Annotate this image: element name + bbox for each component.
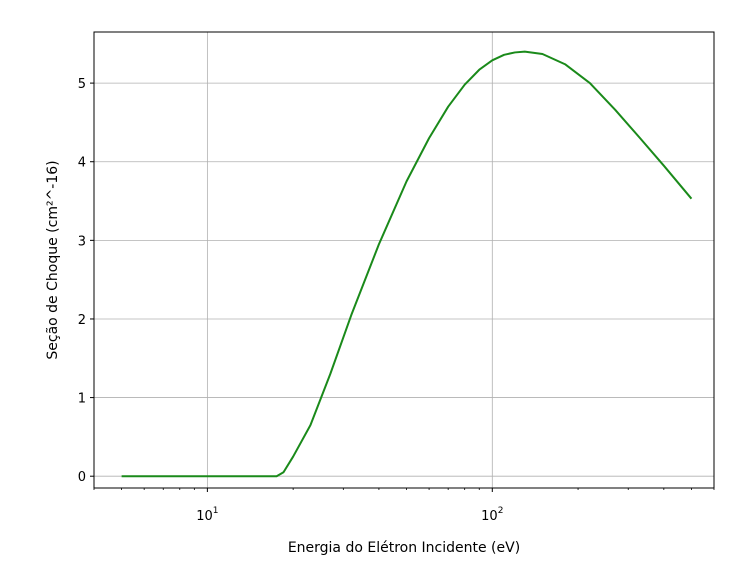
grid-lines [94, 32, 714, 488]
y-tick-label: 4 [78, 156, 86, 171]
series-line [121, 50, 693, 478]
y-axis-label: Seção de Choque (cm²^-16) [45, 160, 61, 359]
x-tick-label: 102 [481, 506, 503, 524]
plot-frame [93, 31, 715, 489]
x-axis-label: Energia do Elétron Incidente (eV) [288, 540, 520, 556]
y-tick-label: 2 [78, 313, 86, 328]
y-tick-label: 0 [78, 470, 86, 485]
y-tick-label: 5 [78, 77, 86, 92]
data-series [121, 50, 693, 478]
y-axis-ticks: 0 1 2 3 4 5 [78, 77, 94, 485]
x-tick-label: 101 [196, 506, 218, 524]
x-axis-ticks: 101 102 [93, 488, 715, 524]
y-tick-label: 3 [78, 234, 86, 249]
y-tick-label: 1 [78, 392, 86, 407]
